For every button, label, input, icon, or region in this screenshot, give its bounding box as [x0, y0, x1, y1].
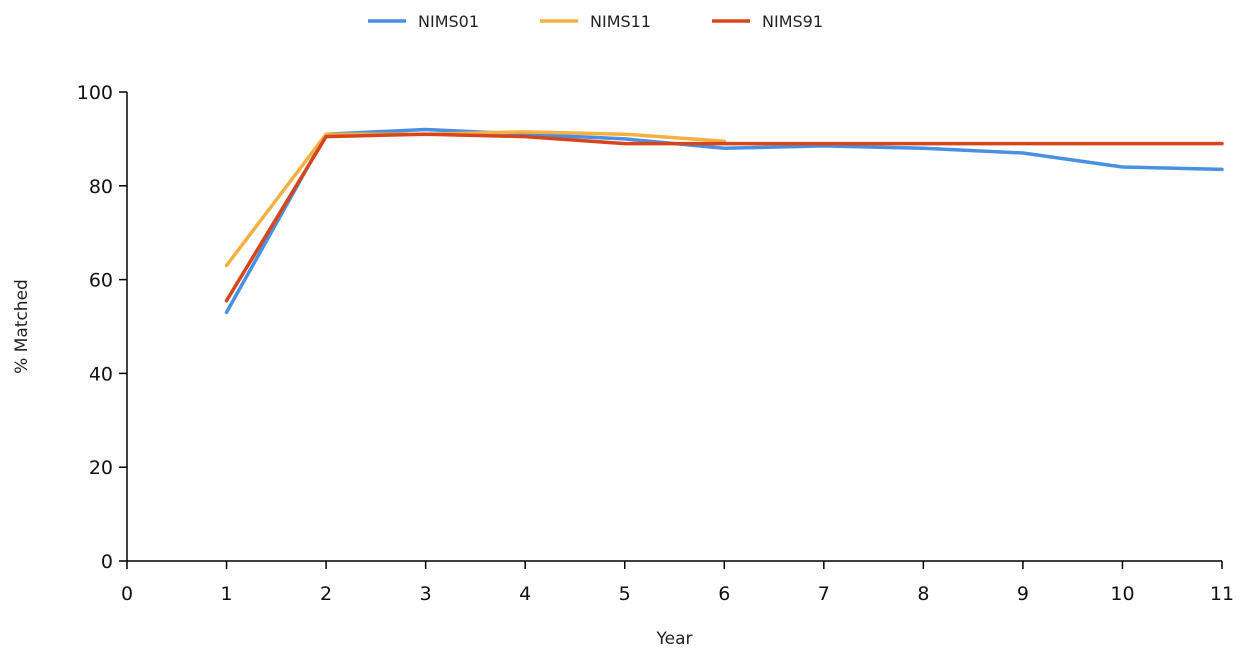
legend: NIMS01 NIMS11 NIMS91	[368, 12, 823, 31]
x-axis-ticks: 0 1 2 3 4 5 6 7 8 9 10 11	[121, 561, 1234, 605]
x-tick-label: 10	[1110, 583, 1134, 605]
x-tick-label: 4	[519, 583, 531, 605]
y-axis-title: % Matched	[12, 279, 32, 374]
x-axis-title: Year	[656, 629, 693, 649]
x-tick-label: 3	[420, 583, 432, 605]
legend-label: NIMS91	[762, 12, 823, 31]
y-tick-label: 0	[101, 551, 113, 573]
legend-label: NIMS11	[590, 12, 651, 31]
x-tick-label: 0	[121, 583, 133, 605]
y-axis-ticks: 0 20 40 60 80 100	[77, 82, 127, 573]
y-tick-label: 60	[89, 270, 113, 292]
x-tick-label: 1	[220, 583, 232, 605]
x-tick-label: 9	[1017, 583, 1029, 605]
y-tick-label: 80	[89, 176, 113, 198]
x-tick-label: 8	[917, 583, 929, 605]
series-line-nims01	[224, 127, 1224, 315]
y-tick-label: 100	[77, 82, 113, 104]
series-line-nims11	[224, 130, 727, 268]
x-tick-label: 2	[320, 583, 332, 605]
x-tick-label: 11	[1210, 583, 1234, 605]
axes	[126, 92, 1222, 562]
y-tick-label: 40	[89, 363, 113, 385]
series-line-nims91	[224, 132, 1224, 303]
x-tick-label: 6	[718, 583, 730, 605]
legend-label: NIMS01	[418, 12, 479, 31]
x-tick-label: 7	[818, 583, 830, 605]
y-tick-label: 20	[89, 457, 113, 479]
series-layer	[224, 127, 1224, 315]
x-tick-label: 5	[619, 583, 631, 605]
